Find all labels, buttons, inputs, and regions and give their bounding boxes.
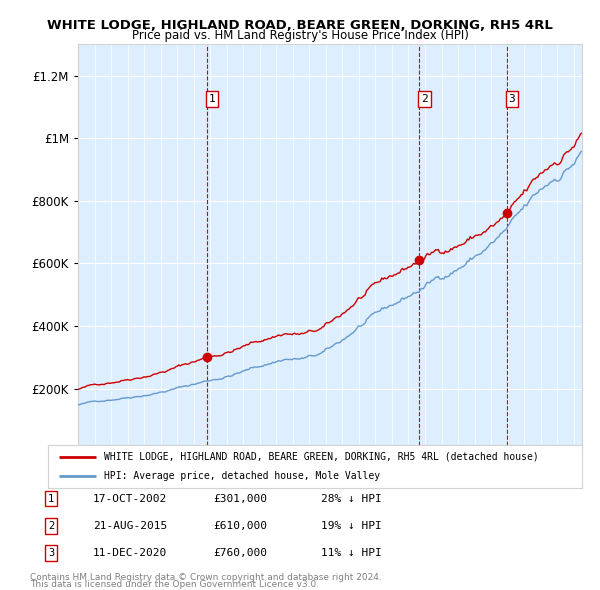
Text: WHITE LODGE, HIGHLAND ROAD, BEARE GREEN, DORKING, RH5 4RL (detached house): WHITE LODGE, HIGHLAND ROAD, BEARE GREEN,… bbox=[104, 452, 539, 462]
Text: HPI: Average price, detached house, Mole Valley: HPI: Average price, detached house, Mole… bbox=[104, 471, 380, 481]
Text: 11% ↓ HPI: 11% ↓ HPI bbox=[321, 548, 382, 558]
Text: 11-DEC-2020: 11-DEC-2020 bbox=[93, 548, 167, 558]
Text: 21-AUG-2015: 21-AUG-2015 bbox=[93, 521, 167, 530]
Text: 17-OCT-2002: 17-OCT-2002 bbox=[93, 494, 167, 503]
Text: £610,000: £610,000 bbox=[213, 521, 267, 530]
Text: Contains HM Land Registry data © Crown copyright and database right 2024.: Contains HM Land Registry data © Crown c… bbox=[30, 573, 382, 582]
Text: This data is licensed under the Open Government Licence v3.0.: This data is licensed under the Open Gov… bbox=[30, 580, 319, 589]
Text: 3: 3 bbox=[509, 94, 515, 104]
Text: 1: 1 bbox=[48, 494, 54, 503]
Text: 28% ↓ HPI: 28% ↓ HPI bbox=[321, 494, 382, 503]
Text: 2: 2 bbox=[48, 521, 54, 530]
Text: 19% ↓ HPI: 19% ↓ HPI bbox=[321, 521, 382, 530]
Text: 1: 1 bbox=[209, 94, 215, 104]
Text: Price paid vs. HM Land Registry's House Price Index (HPI): Price paid vs. HM Land Registry's House … bbox=[131, 30, 469, 42]
Text: £301,000: £301,000 bbox=[213, 494, 267, 503]
Text: £760,000: £760,000 bbox=[213, 548, 267, 558]
Text: 3: 3 bbox=[48, 548, 54, 558]
Text: 2: 2 bbox=[421, 94, 428, 104]
Text: WHITE LODGE, HIGHLAND ROAD, BEARE GREEN, DORKING, RH5 4RL: WHITE LODGE, HIGHLAND ROAD, BEARE GREEN,… bbox=[47, 19, 553, 32]
